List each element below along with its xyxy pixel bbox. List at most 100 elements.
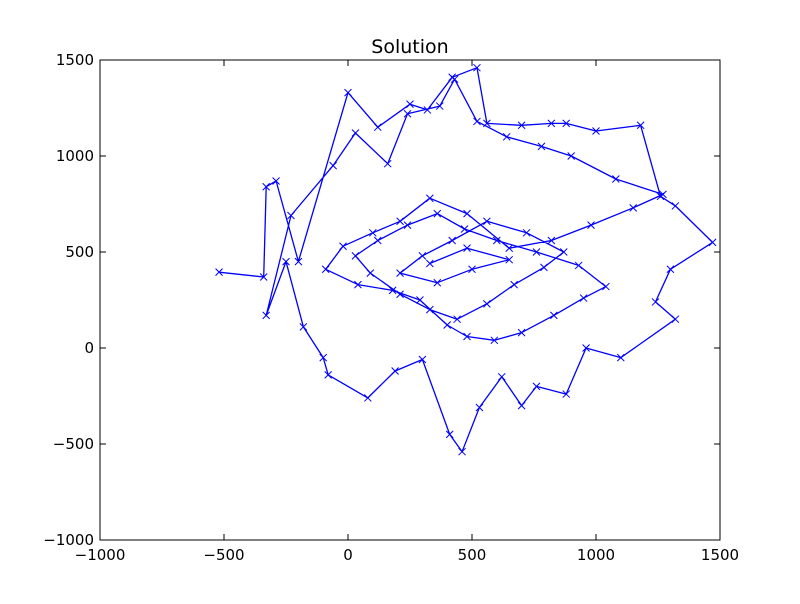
data-point	[559, 248, 568, 256]
data-point	[510, 280, 519, 289]
y-tick-label: 500	[65, 243, 94, 261]
data-point	[351, 251, 360, 260]
data-point	[319, 353, 328, 362]
data-point	[324, 371, 333, 379]
y-tick-label: 1500	[56, 51, 94, 69]
data-point	[366, 269, 375, 277]
data-point	[272, 177, 280, 185]
data-point	[567, 152, 576, 160]
data-point	[532, 382, 541, 391]
data-point	[458, 447, 466, 456]
data-point	[671, 202, 680, 210]
data-point	[373, 123, 382, 132]
data-point	[629, 203, 638, 212]
data-point	[497, 372, 506, 381]
data-point	[505, 255, 514, 264]
data-point	[547, 236, 556, 245]
data-point	[368, 228, 377, 237]
data-point	[294, 257, 303, 266]
y-tick-label: −1000	[43, 531, 94, 549]
data-point	[396, 217, 404, 226]
data-point	[473, 117, 481, 126]
data-point	[344, 88, 352, 97]
data-point	[659, 190, 667, 199]
data-point	[445, 430, 454, 439]
data-point	[435, 102, 444, 110]
data-point	[475, 403, 484, 412]
data-point	[537, 142, 546, 151]
data-point	[636, 121, 645, 130]
data-point	[460, 225, 469, 233]
data-point	[329, 161, 337, 170]
data-point	[262, 182, 271, 191]
data-point	[448, 236, 457, 245]
data-point	[587, 221, 595, 229]
y-tick-label: 1000	[56, 147, 94, 165]
data-point	[418, 355, 427, 364]
data-point	[262, 311, 271, 320]
data-point	[562, 119, 571, 128]
data-point	[453, 315, 461, 324]
data-point	[517, 328, 526, 337]
data-point	[373, 236, 382, 245]
data-point	[505, 244, 514, 253]
data-point	[517, 121, 526, 130]
data-point	[418, 251, 427, 260]
data-point	[450, 75, 459, 84]
data-point	[517, 401, 526, 410]
data-point	[549, 311, 558, 320]
chart-title: Solution	[371, 36, 448, 58]
data-point	[492, 236, 501, 245]
y-tick-label: −500	[53, 435, 94, 453]
data-point	[483, 119, 491, 128]
data-point	[425, 259, 434, 268]
data-point	[287, 211, 295, 220]
data-point	[215, 268, 223, 277]
data-point	[351, 129, 360, 137]
y-tick-label: 0	[84, 339, 94, 357]
data-point	[651, 298, 660, 306]
data-point	[425, 305, 434, 314]
data-point	[463, 244, 471, 253]
data-point	[611, 175, 620, 183]
data-point	[483, 217, 491, 226]
data-point	[433, 209, 442, 218]
x-tick-label: −1000	[75, 546, 126, 564]
data-point	[708, 238, 717, 247]
data-point	[579, 294, 588, 302]
data-point	[483, 299, 491, 308]
data-point	[582, 344, 590, 352]
x-tick-label: −500	[203, 546, 244, 564]
data-point	[443, 321, 452, 329]
data-point	[391, 367, 399, 375]
data-point	[602, 282, 610, 291]
data-point	[423, 106, 432, 114]
data-point	[388, 286, 397, 295]
x-tick-label: 500	[458, 546, 487, 564]
data-point	[502, 132, 511, 141]
data-point	[403, 221, 412, 229]
x-tick-label: 1000	[577, 546, 615, 564]
data-point	[299, 323, 308, 331]
series-layer	[215, 63, 717, 456]
data-point	[532, 248, 541, 256]
data-point	[363, 394, 372, 402]
data-point	[671, 315, 680, 324]
x-tick-label: 1500	[701, 546, 739, 564]
data-point	[463, 332, 471, 341]
data-point	[396, 269, 404, 277]
data-point	[616, 353, 625, 362]
data-point	[547, 119, 556, 128]
data-point	[396, 290, 404, 299]
axes-layer: −1000 −500 0 500 1000 1500 −1000 −500 0 500 1000 15…	[43, 51, 739, 564]
data-point	[540, 263, 548, 272]
data-point	[354, 280, 362, 289]
data-point	[468, 265, 476, 274]
x-tick-label: 0	[343, 546, 353, 564]
data-point	[592, 127, 600, 135]
data-point	[339, 242, 347, 251]
data-point	[463, 209, 471, 218]
data-point	[383, 159, 392, 168]
